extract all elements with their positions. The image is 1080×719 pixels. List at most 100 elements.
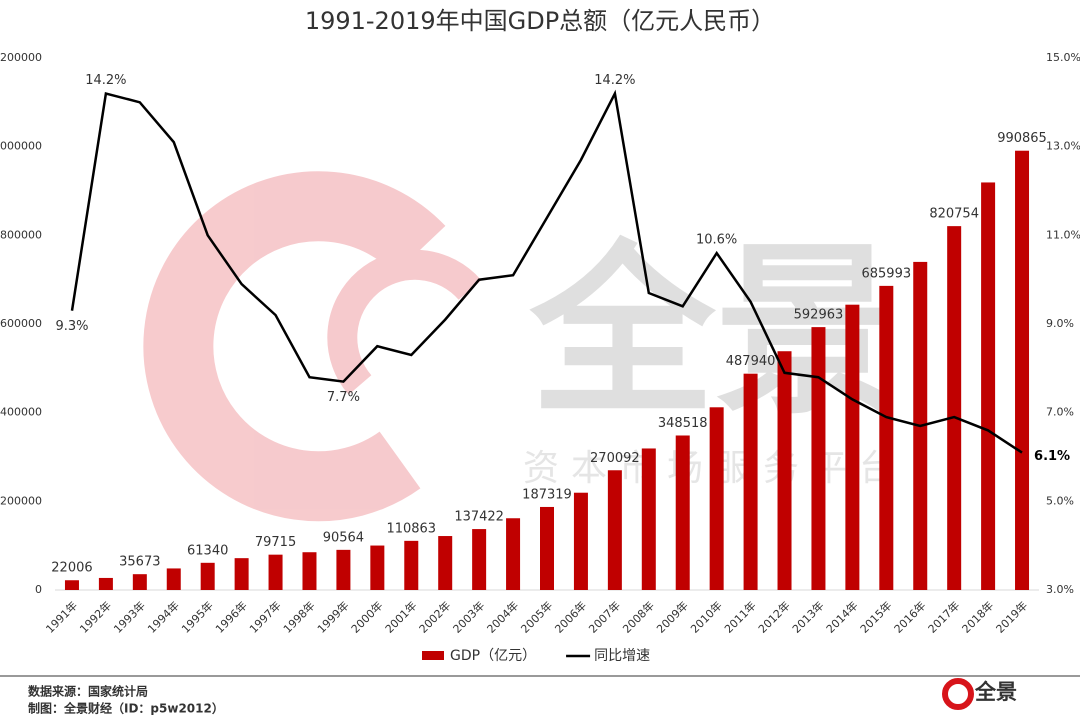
y2-tick-label: 13.0% [1046,140,1080,153]
watermark-ring [327,249,482,395]
x-tick-label: 2013年 [789,598,826,635]
bar-label: 22006 [51,561,92,576]
y2-tick-label: 3.0% [1046,583,1074,596]
y-tick-label: 1000000 [0,140,42,153]
bar-label: 348518 [658,416,708,431]
bar [607,470,622,590]
legend-label: GDP（亿元） [450,648,536,664]
x-tick-label: 2002年 [416,598,453,635]
x-tick-label: 2000年 [348,598,385,635]
x-tick-label: 1996年 [212,598,249,635]
x-tick-label: 2008年 [620,598,657,635]
bar [234,558,249,590]
x-tick-label: 2006年 [552,598,589,635]
watermark-slogan: 资本市场服务平台 [523,448,907,489]
x-tick-label: 1993年 [111,598,148,635]
bar [98,577,113,590]
y2-tick-label: 5.0% [1046,494,1074,507]
bar-label: 685993 [861,266,911,281]
watermark-brand: 全景 [529,224,900,440]
bar [336,549,351,590]
bar [370,545,385,590]
x-tick-label: 2018年 [959,598,996,635]
bar-label: 79715 [255,535,296,550]
bar-label: 137422 [454,510,504,525]
bar [438,536,453,590]
line-label: 7.7% [327,390,360,405]
logo: 全景 [974,680,1017,704]
bar [777,351,792,590]
x-tick-label: 2016年 [891,598,928,635]
bar-label: 187319 [522,487,572,502]
bar [709,407,724,590]
y2-tick-label: 9.0% [1046,317,1074,330]
logo-mark [942,678,974,710]
x-tick-label: 1994年 [145,598,182,635]
bar [506,518,521,590]
bar [981,182,996,590]
y-tick-label: 400000 [0,406,42,419]
bar [845,304,860,590]
line-label: 6.1% [1034,449,1070,464]
bar-label: 990865 [997,131,1047,146]
x-tick-label: 1999年 [314,598,351,635]
bar [540,506,554,590]
x-tick-label: 2017年 [925,598,962,635]
x-tick-label: 1991年 [43,598,80,635]
x-tick-label: 2004年 [484,598,521,635]
chart-title: 1991-2019年中国GDP总额（亿元人民币） [305,7,775,35]
x-tick-label: 2015年 [857,598,894,635]
x-tick-label: 2012年 [755,598,792,635]
y-tick-label: 200000 [0,494,42,507]
y2-tick-label: 15.0% [1046,51,1080,64]
x-tick-label: 2005年 [518,598,555,635]
bar [404,540,419,590]
bar [64,580,79,590]
bar [879,285,894,590]
y-tick-label: 1200000 [0,51,42,64]
bar-label: 487940 [726,354,776,369]
y-tick-label: 600000 [0,317,42,330]
bar-label: 61340 [187,543,228,558]
x-tick-label: 1997年 [246,598,283,635]
y-tick-label: 0 [35,583,42,596]
x-tick-label: 2009年 [653,598,690,635]
bar [811,327,826,590]
bar [641,448,656,590]
bar [573,492,588,590]
x-tick-label: 2007年 [586,598,623,635]
bar [200,562,215,590]
bar-label: 820754 [929,207,979,222]
bar [302,552,317,590]
y2-tick-label: 11.0% [1046,228,1080,241]
x-tick-label: 2014年 [823,598,860,635]
legend-label: 同比增速 [594,648,650,664]
watermark: 全景 资本市场服务平台 [143,171,907,522]
bar [743,373,758,590]
bar [268,554,283,590]
bar [947,226,962,591]
watermark-ring [143,171,446,522]
x-tick-label: 1998年 [280,598,317,635]
bar [675,435,690,590]
bar-label: 35673 [119,555,160,570]
bar-label: 110863 [386,521,436,536]
bar-label: 90564 [323,530,364,545]
line-label: 14.2% [85,73,126,88]
y-tick-label: 800000 [0,228,42,241]
x-tick-label: 2011年 [721,598,758,635]
y2-tick-label: 7.0% [1046,406,1074,419]
x-tick-label: 2019年 [993,598,1030,635]
line-label: 10.6% [696,233,737,248]
legend-swatch [422,651,444,660]
bar [472,529,487,590]
bar-label: 592963 [794,308,844,323]
credit: 制图：全景财经（ID：p5w2012） [28,701,224,716]
source: 数据来源：国家统计局 [28,684,148,699]
x-tick-label: 2010年 [687,598,724,635]
line [70,89,1023,454]
line-label: 14.2% [594,73,635,88]
x-tick-label: 1992年 [77,598,114,635]
x-tick-label: 1995年 [178,598,215,635]
